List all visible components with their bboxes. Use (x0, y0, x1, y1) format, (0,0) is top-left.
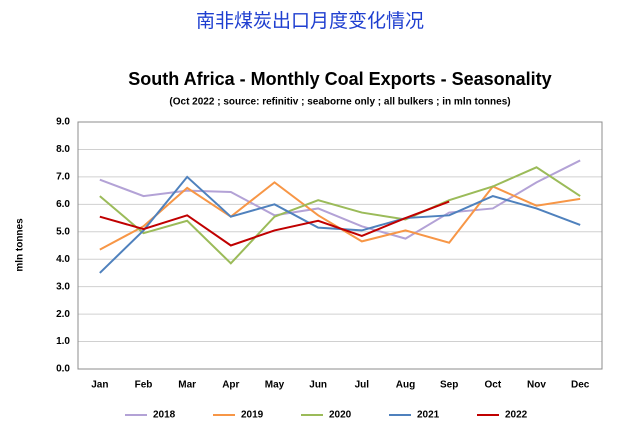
y-tick-label: 5.0 (56, 226, 70, 237)
y-tick-label: 2.0 (56, 309, 70, 320)
x-tick-label: Dec (571, 380, 590, 391)
y-tick-label: 4.0 (56, 254, 70, 265)
legend-label: 2018 (153, 410, 176, 421)
x-tick-label: Jan (91, 380, 108, 391)
x-tick-label: Feb (135, 380, 153, 391)
legend-label: 2022 (505, 410, 528, 421)
y-tick-label: 6.0 (56, 199, 70, 210)
x-tick-label: Nov (527, 380, 546, 391)
y-tick-label: 8.0 (56, 144, 70, 155)
series-line (99, 159, 581, 240)
y-tick-label: 0.0 (56, 364, 70, 375)
x-tick-label: Aug (396, 380, 415, 391)
y-tick-label: 1.0 (56, 336, 70, 347)
y-tick-label: 7.0 (56, 172, 70, 183)
x-tick-label: Sep (440, 380, 458, 391)
series-line (99, 200, 450, 247)
legend-label: 2019 (241, 410, 264, 421)
y-axis-label: mln tonnes (15, 218, 26, 272)
y-tick-label: 3.0 (56, 281, 70, 292)
y-tick-label: 9.0 (56, 117, 70, 128)
x-tick-label: Jun (309, 380, 327, 391)
x-tick-label: Mar (178, 380, 196, 391)
x-tick-label: Apr (222, 380, 239, 391)
x-tick-label: Oct (484, 380, 501, 391)
x-tick-label: May (265, 380, 285, 391)
x-tick-label: Jul (355, 380, 370, 391)
chart-subtitle: (Oct 2022 ; source: refinitiv ; seaborne… (169, 97, 510, 108)
plot-border (77, 121, 603, 370)
chart-title: South Africa - Monthly Coal Exports - Se… (128, 69, 551, 89)
legend-label: 2021 (417, 410, 440, 421)
page-header: 南非煤炭出口月度变化情况 (196, 10, 424, 32)
series-line (99, 166, 581, 265)
legend-label: 2020 (329, 410, 352, 421)
